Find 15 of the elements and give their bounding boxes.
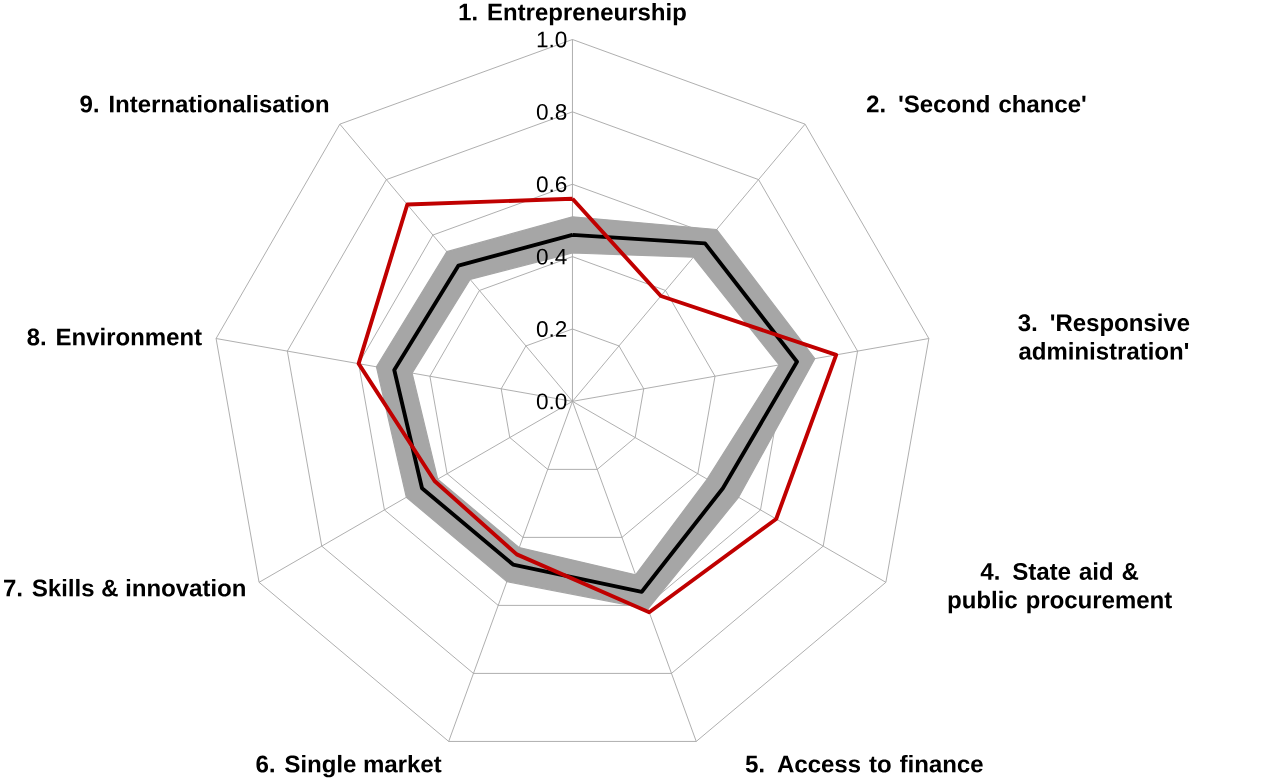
spoke-label: 1. Entrepreneurship (459, 2, 686, 26)
spoke-label: 5. Access to finance (745, 754, 983, 773)
y-tick-label: 0.6 (536, 176, 567, 192)
spoke-label: 3. 'Responsive administration' (1018, 313, 1190, 360)
y-tick-label: 1.0 (537, 31, 567, 48)
spoke-label: 4. State aid & public procurement (948, 562, 1172, 613)
y-tick-label: 0.2 (536, 320, 567, 337)
spoke-label: 9. Internationalisation (80, 94, 329, 113)
spoke-label: 6. Single market (256, 754, 442, 778)
spoke-label: 7. Skills & innovation (4, 578, 245, 597)
y-tick-label: 0.0 (536, 393, 567, 410)
y-tick-label: 0.8 (536, 103, 567, 120)
spoke-label: 8. Environment (27, 327, 202, 346)
spoke-label: 2. 'Second chance' (866, 94, 1086, 113)
y-tick-label: 0.4 (536, 248, 567, 265)
